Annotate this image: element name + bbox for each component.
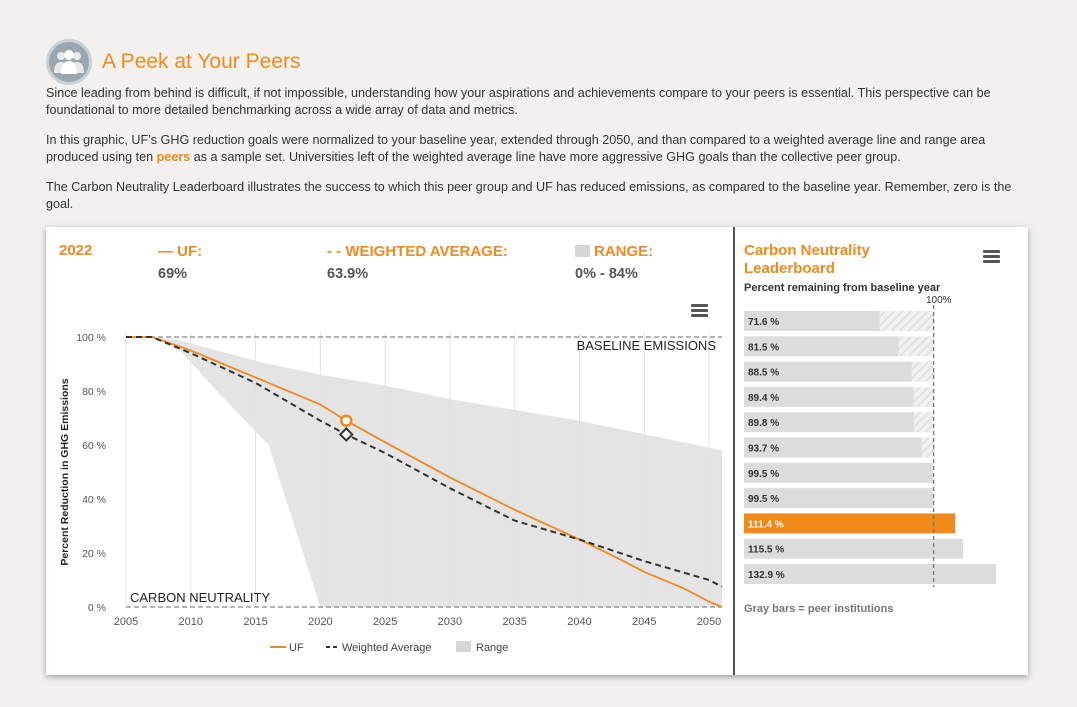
leaderboard-bar-label: 93.7 % [748,444,779,455]
emissions-chart: 2005 2010 2015 2020 2025 2030 2035 2040 2045 2050… [59,332,723,654]
leaderboard-paragraph: The Carbon Neutrality Leaderboard illust… [46,180,1012,211]
x-tick-label: 2040 [567,616,591,628]
x-tick-label: 2025 [373,616,397,628]
marker-weighted-average [338,427,354,442]
leaderboard-bar [744,336,899,357]
leaderboard-bar-remaining [913,386,934,407]
legend-range-label: Range [476,642,508,654]
leaderboard-bar-remaining [879,311,934,331]
leaderboard-bar-label: 111.4 % [748,519,784,530]
x-tick-label: 2045 [632,616,656,628]
y-tick-label: 40 % [82,494,106,506]
method-text-post: as a sample set. Universities left of th… [190,149,901,164]
leaderboard-bar-remaining [898,336,934,357]
leaderboard-bar-remaining [911,361,934,382]
range-area [126,337,722,607]
leaderboard-bar-remaining [932,488,934,509]
leaderboard-bar-label: 132.9 % [748,570,785,581]
leaderboard-subtitle: Percent remaining from baseline year [744,282,941,294]
leaderboard-menu-icon[interactable] [983,250,1000,263]
panel-divider [733,227,735,675]
x-tick-label: 2015 [243,616,267,628]
x-tick-label: 2050 [697,616,721,628]
leaderboard-bar-label: 89.4 % [748,393,779,404]
leaderboard-bar [744,386,914,407]
x-tick-label: 2010 [179,616,203,628]
stat-uf-value: 69% [158,266,188,282]
method-paragraph: In this graphic, UF’s GHG reduction goal… [46,132,1031,165]
stat-avg-label: - - WEIGHTED AVERAGE: [327,243,508,260]
leaderboard-bar-remaining [932,462,934,483]
leaderboard-bar [744,412,915,433]
legend-range-swatch [456,641,471,652]
leaderboard-bar-label: 81.5 % [748,342,779,353]
leaderboard-bar [744,311,880,331]
legend-avg-label: Weighted Average [342,642,432,654]
leaderboard-bar-label: 115.5 % [748,545,784,556]
y-tick-label: 60 % [82,440,106,452]
leaderboard-bar-remaining [914,412,934,433]
y-axis-title: Percent Reduction in GHG Emissions [59,378,71,565]
leaderboard-reference-label: 100% [926,295,952,306]
intro-paragraph: Since leading from behind is difficult, … [46,86,991,117]
leaderboard-bar [744,488,933,509]
leaderboard-bar [744,538,964,559]
leaderboard-bar [744,361,912,382]
leaderboard-bar [744,462,933,483]
carbon-neutrality-label: CARBON NEUTRALITY [130,590,270,605]
stat-uf-label: — UF: [158,243,203,260]
peers-group-icon [46,39,92,86]
y-tick-label: 100 % [76,332,106,344]
x-tick-label: 2035 [502,616,526,628]
x-tick-label: 2020 [308,616,332,628]
leaderboard-bar-label: 99.5 % [748,494,779,505]
series-line-uf [126,336,723,608]
y-tick-label: 80 % [82,386,106,398]
stat-range-value: 0% - 84% [575,266,638,282]
stat-range-label: RANGE: [594,243,654,260]
leaderboard-chart: 71.6 % 81.5 % 88.5 % 89.4 % 89.8 % 93.7 % 99.5… [744,305,997,587]
y-tick-label: 0 % [88,602,106,614]
peers-link[interactable]: peers [156,149,191,164]
stat-avg-value: 63.9% [327,266,369,282]
leaderboard-title: Carbon Neutrality Leaderboard [744,242,870,277]
x-tick-label: 2005 [114,616,138,628]
page-header: A Peek at Your Peers [46,36,300,88]
leaderboard-note: Gray bars = peer institutions [744,603,894,615]
y-tick-label: 20 % [82,548,106,560]
stat-year: 2022 [59,242,93,259]
baseline-emissions-label: BASELINE EMISSIONS [577,338,717,353]
leaderboard-bar-label: 89.8 % [748,418,779,429]
range-swatch [575,245,590,257]
leaderboard-bar-label: 88.5 % [748,368,779,379]
leaderboard-bar-label: 99.5 % [748,469,779,480]
marker-uf [340,414,353,427]
leaderboard-bar-label: 71.6 % [748,317,779,328]
leaderboard-bar-uf [744,513,956,534]
leaderboard-bar [744,437,922,458]
method-text-pre: In this graphic, UF’s GHG reduction goal… [46,133,986,164]
leaderboard-bar-remaining [921,437,934,458]
chart-panel: 2022 — UF: 69% - - WEIGHTED AVERAGE: 63.… [46,227,1028,675]
page-title: A Peek at Your Peers [102,50,301,74]
legend-uf-label: UF [289,642,304,654]
x-tick-label: 2030 [438,616,462,628]
chart-menu-icon[interactable] [691,304,708,317]
